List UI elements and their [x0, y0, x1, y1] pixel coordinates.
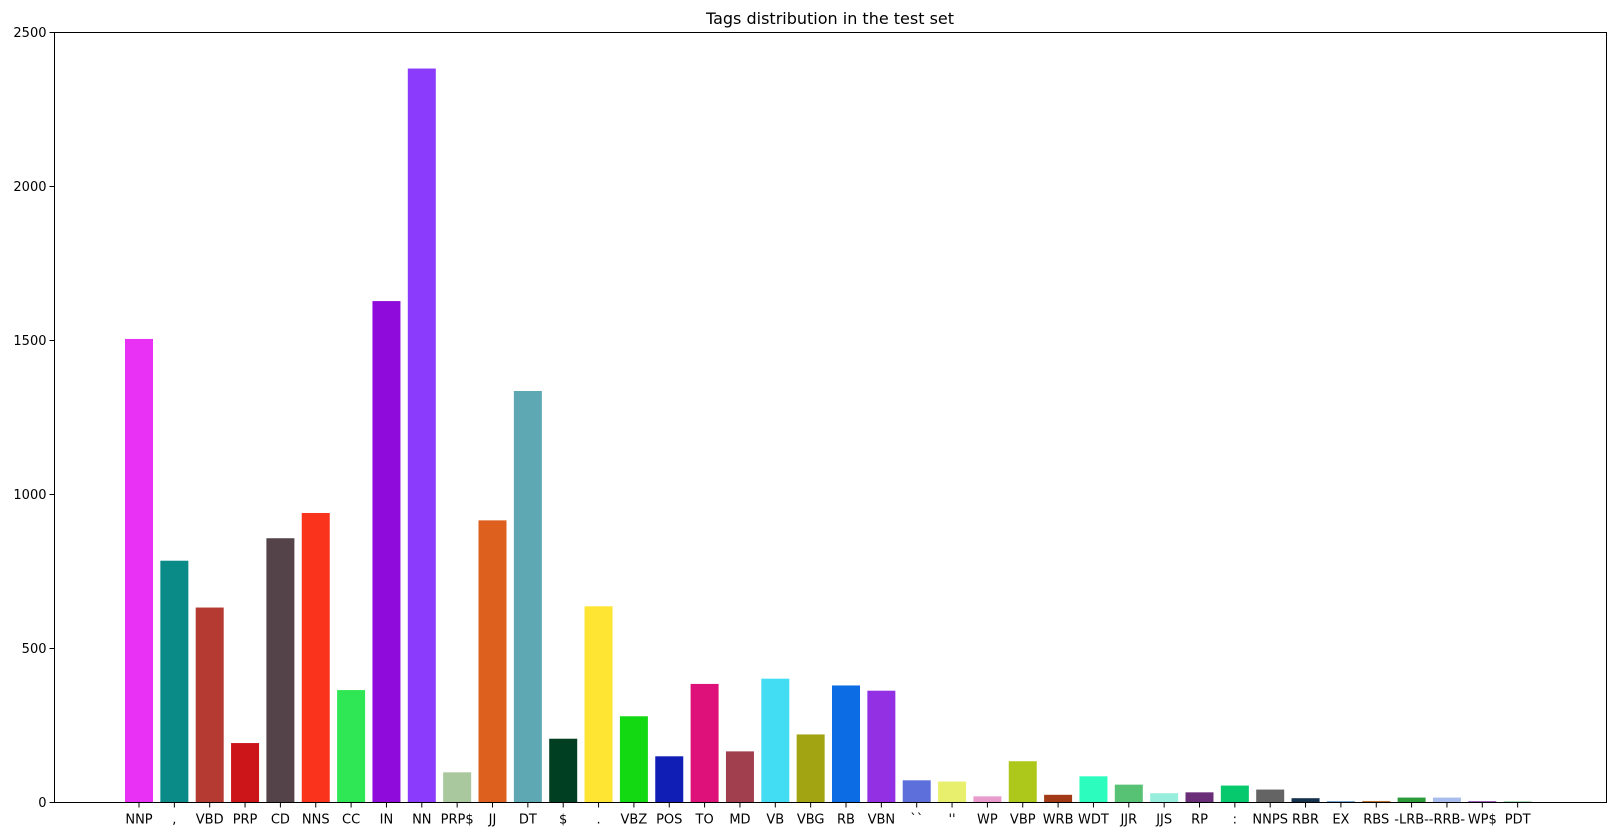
x-tick-label: PDT — [1505, 813, 1531, 828]
bar-14 — [619, 716, 648, 803]
x-tick-label: RBS — [1363, 813, 1389, 828]
bar-33 — [1291, 798, 1320, 803]
bar-0 — [125, 338, 153, 803]
plot-frame — [54, 32, 1607, 803]
x-tick-label: NN — [412, 813, 431, 828]
x-tick-label: CC — [342, 813, 360, 828]
bar-27 — [1079, 776, 1108, 803]
x-tick-label: : — [1233, 813, 1237, 828]
x-tick-label: POS — [656, 813, 682, 828]
x-tick-label: VB — [766, 813, 784, 828]
y-tick-label: 2500 — [13, 26, 46, 41]
chart-title: Tags distribution in the test set — [705, 9, 954, 28]
bars-layer — [125, 68, 1532, 803]
x-tick-label: VBZ — [621, 813, 648, 828]
x-tick-label: RBR — [1292, 813, 1319, 828]
x-tick-label: VBD — [196, 813, 224, 828]
x-tick-label: JJ — [488, 813, 497, 828]
bar-18 — [761, 678, 790, 803]
x-tick-label: NNP — [125, 813, 152, 828]
bar-38 — [1468, 801, 1497, 803]
axes-layer: NNP, VBD PRP CD NNS CC IN NN PRP$ JJ DT $. VBZ POS TO M… — [13, 26, 1530, 828]
x-tick-label: RB — [837, 813, 855, 828]
bar-22 — [902, 780, 931, 803]
bar-30 — [1185, 792, 1214, 803]
x-tick-label: PRP — [233, 813, 258, 828]
x-tick-label: -RRB- — [1429, 813, 1466, 828]
y-tick-label: 0 — [38, 796, 46, 811]
x-tick-label: VBG — [797, 813, 825, 828]
x-tick-label: MD — [729, 813, 750, 828]
x-tick-label: NNS — [302, 813, 330, 828]
x-tick-label: EX — [1332, 813, 1349, 828]
bar-29 — [1150, 793, 1179, 803]
bar-5 — [301, 512, 330, 803]
bar-34 — [1326, 801, 1355, 803]
x-tick-label: WP$ — [1468, 813, 1497, 828]
x-tick-label: WRB — [1043, 813, 1074, 828]
bar-26 — [1044, 794, 1073, 803]
x-tick-label: -LRB- — [1394, 813, 1429, 828]
bar-24 — [973, 796, 1002, 803]
y-tick-label: 500 — [22, 642, 47, 657]
x-tick-label: CD — [271, 813, 290, 828]
bar-35 — [1362, 800, 1391, 803]
x-tick-label: $ — [559, 813, 567, 828]
y-tick-label: 1500 — [13, 334, 46, 349]
x-tick-label: JJR — [1119, 813, 1137, 828]
x-tick-label: VBN — [868, 813, 896, 828]
x-tick-label: `` — [910, 813, 923, 828]
bar-15 — [655, 756, 684, 803]
x-tick-label: , — [172, 813, 176, 828]
bar-10 — [478, 520, 507, 803]
y-tick-label: 2000 — [13, 180, 46, 195]
bar-6 — [337, 690, 366, 803]
bar-8 — [407, 68, 436, 803]
bar-13 — [584, 606, 613, 803]
x-tick-label: '' — [948, 813, 955, 828]
x-tick-label: NNPS — [1252, 813, 1288, 828]
x-tick-label: PRP$ — [441, 813, 474, 828]
x-tick-label: JJS — [1155, 813, 1172, 828]
bar-19 — [796, 734, 825, 803]
bar-3 — [231, 743, 260, 803]
x-tick-label: . — [596, 813, 600, 828]
bar-28 — [1114, 784, 1143, 803]
bar-37 — [1432, 797, 1461, 803]
x-tick-label: VBP — [1010, 813, 1036, 828]
bar-7 — [372, 301, 401, 803]
y-tick-label: 1000 — [13, 488, 46, 503]
bar-4 — [266, 538, 295, 803]
bar-25 — [1008, 761, 1037, 803]
bar-11 — [513, 391, 542, 803]
x-tick-label: WP — [977, 813, 998, 828]
x-tick-label: WDT — [1078, 813, 1109, 828]
bar-31 — [1220, 785, 1249, 803]
bar-16 — [690, 683, 719, 803]
x-tick-label: RP — [1191, 813, 1208, 828]
bar-1 — [160, 560, 189, 803]
x-tick-label: DT — [519, 813, 537, 828]
bar-17 — [725, 751, 754, 803]
bar-12 — [549, 738, 578, 803]
bar-2 — [195, 607, 224, 803]
x-tick-label: TO — [695, 813, 714, 828]
bar-20 — [832, 685, 860, 803]
bar-21 — [867, 690, 896, 803]
bar-36 — [1397, 797, 1426, 803]
bar-9 — [443, 772, 472, 803]
bar-23 — [938, 781, 967, 803]
x-tick-label: IN — [380, 813, 394, 828]
bar-32 — [1256, 789, 1285, 803]
